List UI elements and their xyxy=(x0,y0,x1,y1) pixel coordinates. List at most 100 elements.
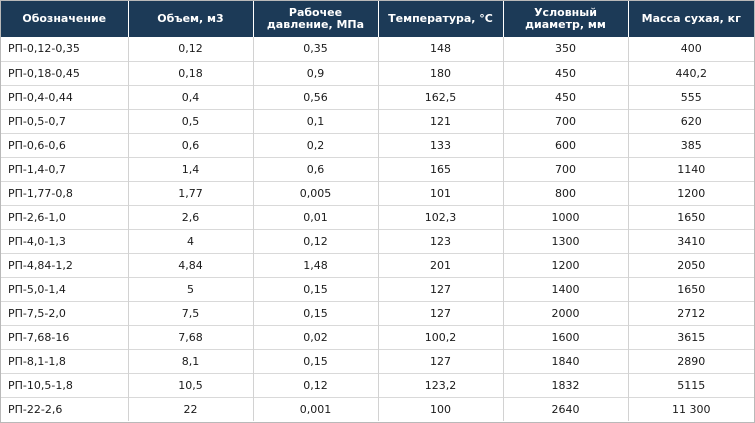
cell-dry-mass: 385 xyxy=(628,132,754,157)
cell-diameter: 1832 xyxy=(503,372,629,397)
cell-dry-mass: 3410 xyxy=(628,228,754,253)
cell-pressure: 0,005 xyxy=(253,180,379,205)
cell-diameter: 800 xyxy=(503,180,629,205)
cell-diameter: 700 xyxy=(503,156,629,181)
cell-designation: РП-5,0-1,4 xyxy=(1,276,129,301)
cell-designation: РП-0,4-0,44 xyxy=(1,84,129,109)
cell-temperature: 127 xyxy=(378,300,504,325)
table-row: РП-0,18-0,45 0,18 0,9 180 450 440,2 xyxy=(1,60,754,85)
cell-diameter: 350 xyxy=(503,37,629,61)
cell-temperature: 201 xyxy=(378,252,504,277)
cell-designation: РП-4,84-1,2 xyxy=(1,252,129,277)
cell-volume: 2,6 xyxy=(128,204,254,229)
cell-pressure: 0,9 xyxy=(253,60,379,85)
cell-temperature: 121 xyxy=(378,108,504,133)
cell-volume: 22 xyxy=(128,396,254,421)
cell-temperature: 148 xyxy=(378,37,504,61)
cell-temperature: 100,2 xyxy=(378,324,504,349)
cell-diameter: 450 xyxy=(503,60,629,85)
cell-pressure: 0,6 xyxy=(253,156,379,181)
header-pressure: Рабочее давление, МПа xyxy=(253,1,379,37)
cell-volume: 0,4 xyxy=(128,84,254,109)
cell-temperature: 100 xyxy=(378,396,504,421)
cell-temperature: 180 xyxy=(378,60,504,85)
cell-pressure: 0,15 xyxy=(253,276,379,301)
cell-volume: 5 xyxy=(128,276,254,301)
cell-designation: РП-22-2,6 xyxy=(1,396,129,421)
cell-pressure: 1,48 xyxy=(253,252,379,277)
cell-volume: 0,6 xyxy=(128,132,254,157)
cell-designation: РП-0,12-0,35 xyxy=(1,37,129,61)
cell-designation: РП-0,6-0,6 xyxy=(1,132,129,157)
cell-pressure: 0,2 xyxy=(253,132,379,157)
table-row: РП-0,12-0,35 0,12 0,35 148 350 400 xyxy=(1,37,754,61)
cell-temperature: 127 xyxy=(378,276,504,301)
cell-designation: РП-7,68-16 xyxy=(1,324,129,349)
cell-pressure: 0,15 xyxy=(253,348,379,373)
header-diameter: Условный диаметр, мм xyxy=(503,1,629,37)
cell-pressure: 0,1 xyxy=(253,108,379,133)
header-row: Обозначение Объем, м3 Рабочее давление, … xyxy=(1,1,754,37)
cell-volume: 7,68 xyxy=(128,324,254,349)
cell-dry-mass: 5115 xyxy=(628,372,754,397)
table-row: РП-2,6-1,0 2,6 0,01 102,3 1000 1650 xyxy=(1,204,754,229)
table-row: РП-8,1-1,8 8,1 0,15 127 1840 2890 xyxy=(1,348,754,373)
cell-pressure: 0,15 xyxy=(253,300,379,325)
cell-designation: РП-10,5-1,8 xyxy=(1,372,129,397)
table-row: РП-1,4-0,7 1,4 0,6 165 700 1140 xyxy=(1,156,754,181)
cell-temperature: 101 xyxy=(378,180,504,205)
cell-pressure: 0,02 xyxy=(253,324,379,349)
cell-diameter: 1600 xyxy=(503,324,629,349)
cell-temperature: 102,3 xyxy=(378,204,504,229)
cell-volume: 4 xyxy=(128,228,254,253)
cell-volume: 8,1 xyxy=(128,348,254,373)
table-row: РП-4,0-1,3 4 0,12 123 1300 3410 xyxy=(1,228,754,253)
cell-pressure: 0,35 xyxy=(253,37,379,61)
cell-volume: 0,18 xyxy=(128,60,254,85)
cell-designation: РП-7,5-2,0 xyxy=(1,300,129,325)
cell-dry-mass: 1140 xyxy=(628,156,754,181)
table-body: РП-0,12-0,35 0,12 0,35 148 350 400 РП-0,18-0,4… xyxy=(1,37,754,421)
cell-temperature: 162,5 xyxy=(378,84,504,109)
cell-diameter: 2640 xyxy=(503,396,629,421)
cell-diameter: 450 xyxy=(503,84,629,109)
cell-designation: РП-1,4-0,7 xyxy=(1,156,129,181)
table-row: РП-0,4-0,44 0,4 0,56 162,5 450 555 xyxy=(1,84,754,109)
cell-diameter: 2000 xyxy=(503,300,629,325)
cell-dry-mass: 620 xyxy=(628,108,754,133)
cell-pressure: 0,12 xyxy=(253,372,379,397)
cell-pressure: 0,01 xyxy=(253,204,379,229)
cell-volume: 10,5 xyxy=(128,372,254,397)
cell-dry-mass: 11 300 xyxy=(628,396,754,421)
header-dry-mass: Масса сухая, кг xyxy=(628,1,754,37)
cell-designation: РП-2,6-1,0 xyxy=(1,204,129,229)
header-temperature: Температура, °С xyxy=(378,1,504,37)
cell-designation: РП-1,77-0,8 xyxy=(1,180,129,205)
cell-pressure: 0,12 xyxy=(253,228,379,253)
cell-dry-mass: 440,2 xyxy=(628,60,754,85)
cell-designation: РП-4,0-1,3 xyxy=(1,228,129,253)
cell-dry-mass: 2050 xyxy=(628,252,754,277)
table-row: РП-7,68-16 7,68 0,02 100,2 1600 3615 xyxy=(1,324,754,349)
table-row: РП-10,5-1,8 10,5 0,12 123,2 1832 5115 xyxy=(1,372,754,397)
table-row: РП-7,5-2,0 7,5 0,15 127 2000 2712 xyxy=(1,300,754,325)
cell-volume: 4,84 xyxy=(128,252,254,277)
cell-diameter: 1300 xyxy=(503,228,629,253)
cell-temperature: 123,2 xyxy=(378,372,504,397)
table-row: РП-0,6-0,6 0,6 0,2 133 600 385 xyxy=(1,132,754,157)
cell-diameter: 700 xyxy=(503,108,629,133)
cell-volume: 1,77 xyxy=(128,180,254,205)
cell-volume: 0,5 xyxy=(128,108,254,133)
cell-designation: РП-0,18-0,45 xyxy=(1,60,129,85)
table-row: РП-0,5-0,7 0,5 0,1 121 700 620 xyxy=(1,108,754,133)
cell-diameter: 600 xyxy=(503,132,629,157)
cell-diameter: 1400 xyxy=(503,276,629,301)
cell-volume: 7,5 xyxy=(128,300,254,325)
cell-temperature: 123 xyxy=(378,228,504,253)
table-header: Обозначение Объем, м3 Рабочее давление, … xyxy=(1,1,754,37)
cell-temperature: 133 xyxy=(378,132,504,157)
table-row: РП-22-2,6 22 0,001 100 2640 11 300 xyxy=(1,396,754,421)
cell-pressure: 0,56 xyxy=(253,84,379,109)
